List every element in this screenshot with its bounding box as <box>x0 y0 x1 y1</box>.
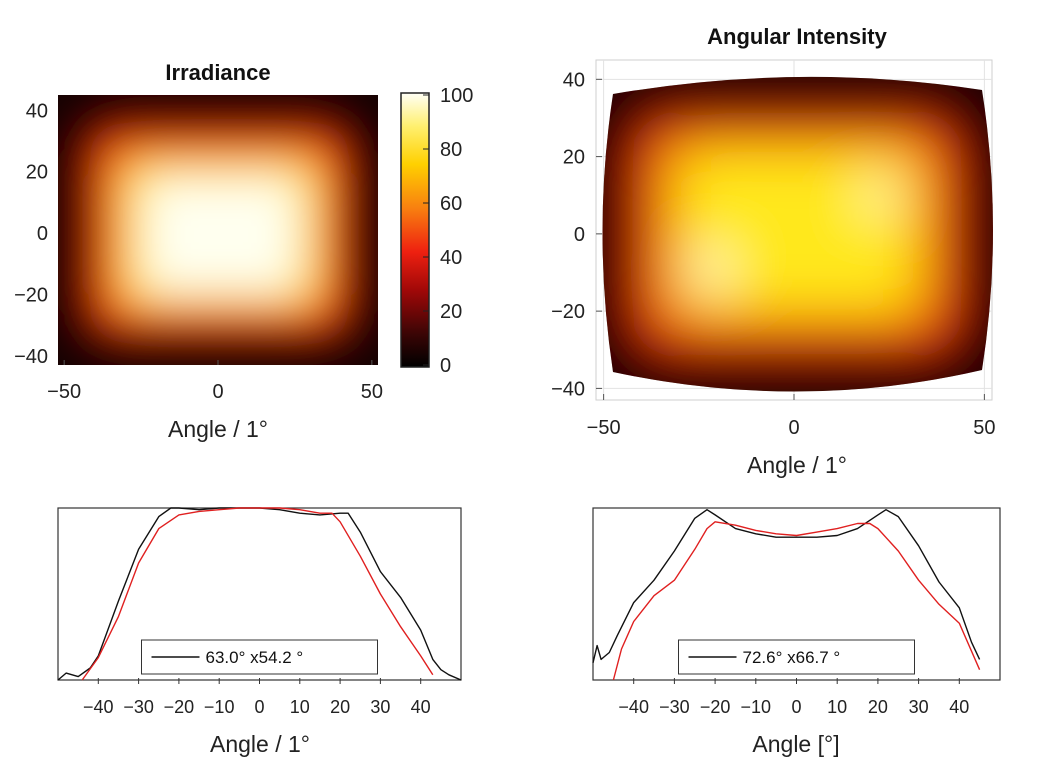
irradiance-profile-xlabel: Angle / 1° <box>210 731 310 757</box>
angular-profile-series-line-0 <box>592 509 981 663</box>
irradiance-title: Irradiance <box>165 60 270 85</box>
colorbar-gradient <box>400 92 430 368</box>
angular-profile-xtick-label: −30 <box>659 697 690 717</box>
angular-ytick-label: −20 <box>551 301 585 323</box>
irradiance-profile-xtick-label: −20 <box>164 697 195 717</box>
irradiance-profile-panel: −40 −30 −20 −10 0 10 20 30 40 63.0° x54.2 ° Angle… <box>57 507 462 757</box>
angular-intensity-map-panel: Angular Intensity −50 0 50 40 20 0 −20 −40 Angl… <box>551 24 995 478</box>
angular-profile-xtick-label: 30 <box>909 697 929 717</box>
irradiance-profile-series-line-1 <box>81 507 434 681</box>
angular-ytick-label: 0 <box>574 224 585 246</box>
angular-profile-legend-label: 72.6° x66.7 ° <box>743 648 841 667</box>
colorbar-tick-label: 100 <box>440 85 473 107</box>
angular-intensity-xlabel: Angle / 1° <box>747 452 847 478</box>
colorbar-tick-label: 60 <box>440 193 462 215</box>
angular-profile-legend-box <box>678 639 915 675</box>
angular-profile-xtick-label: −10 <box>741 697 772 717</box>
angular-profile-panel: −40 −30 −20 −10 0 10 20 30 40 72.6° x66.7 ° Angle… <box>592 507 1001 757</box>
irradiance-profile-xtick-label: 40 <box>411 697 431 717</box>
irradiance-axes: −50 0 50 40 20 0 −20 −40 <box>14 100 383 403</box>
angular-profile-xtick-label: −20 <box>700 697 731 717</box>
irradiance-profile-xtick-label: 30 <box>370 697 390 717</box>
angular-xtick-label: −50 <box>587 417 621 439</box>
angular-profile-xlabel: Angle [°] <box>752 731 839 757</box>
angular-xtick-label: 50 <box>973 417 995 439</box>
angular-axes: −50 0 50 40 20 0 −20 −40 <box>551 69 995 439</box>
colorbar-tick-label: 0 <box>440 355 451 377</box>
angular-profile-xtick-label: 0 <box>791 697 801 717</box>
angular-profile-xtick-label: 20 <box>868 697 888 717</box>
angular-profile-xtick-label: 10 <box>827 697 847 717</box>
irradiance-heatmap <box>58 95 378 365</box>
irradiance-ytick-label: 40 <box>26 100 48 122</box>
irradiance-ytick-label: 20 <box>26 162 48 184</box>
irradiance-xtick-label: 0 <box>212 381 223 403</box>
angular-xtick-label: 0 <box>788 417 799 439</box>
irradiance-profile-xtick-label: 0 <box>254 697 264 717</box>
irradiance-ytick-label: −40 <box>14 346 48 368</box>
irradiance-profile-xtick-label: −10 <box>204 697 235 717</box>
colorbar-tick-label: 80 <box>440 139 462 161</box>
irradiance-profile-xtick-label: −40 <box>83 697 114 717</box>
irradiance-xlabel: Angle / 1° <box>168 416 268 442</box>
angular-profile-series-line-1 <box>612 521 981 681</box>
angular-profile-plot: −40 −30 −20 −10 0 10 20 30 40 72.6° x66.7 ° <box>592 509 981 717</box>
irradiance-profile-plot: −40 −30 −20 −10 0 10 20 30 40 63.0° x54.2 ° <box>57 507 462 717</box>
angular-ytick-label: 20 <box>563 147 585 169</box>
angular-ytick-label: 40 <box>563 69 585 91</box>
irradiance-profile-xtick-label: −30 <box>123 697 154 717</box>
colorbar-tick-label: 20 <box>440 301 462 323</box>
colorbar-tick-label: 40 <box>440 247 462 269</box>
irradiance-profile-xtick-label: 10 <box>290 697 310 717</box>
angular-heatmap <box>602 76 993 392</box>
irradiance-profile-legend-label: 63.0° x54.2 ° <box>206 648 304 667</box>
irradiance-profile-xtick-label: 20 <box>330 697 350 717</box>
irradiance-ytick-label: 0 <box>37 223 48 245</box>
irradiance-xtick-label: −50 <box>47 381 81 403</box>
angular-profile-xtick-label: −40 <box>618 697 649 717</box>
angular-intensity-title: Angular Intensity <box>707 24 887 49</box>
irradiance-xtick-label: 50 <box>361 381 383 403</box>
colorbar: 100 80 60 40 20 0 <box>400 85 473 377</box>
colorbar-ticks: 100 80 60 40 20 0 <box>423 85 473 377</box>
irradiance-ytick-label: −20 <box>14 284 48 306</box>
angular-profile-xtick-label: 40 <box>949 697 969 717</box>
angular-ytick-label: −40 <box>551 378 585 400</box>
